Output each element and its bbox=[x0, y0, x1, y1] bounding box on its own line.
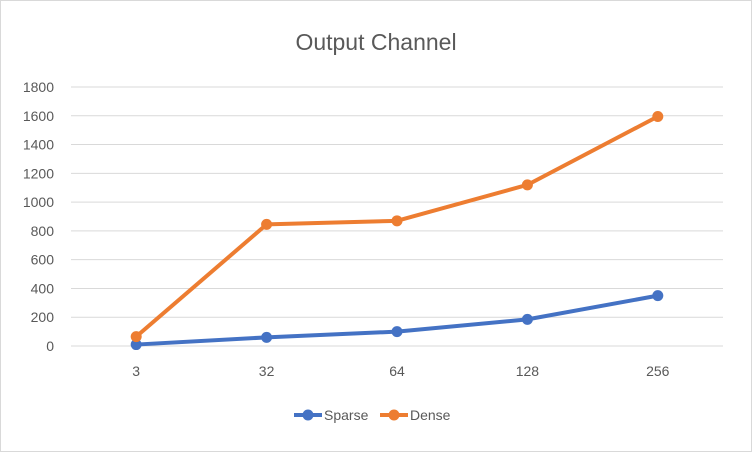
y-tick-label: 0 bbox=[46, 338, 54, 354]
legend-item-sparse: Sparse bbox=[294, 407, 369, 423]
data-point bbox=[521, 179, 533, 191]
series-group bbox=[130, 110, 664, 351]
gridlines bbox=[71, 86, 723, 347]
legend-label: Dense bbox=[410, 407, 451, 423]
x-tick-label: 256 bbox=[646, 363, 670, 379]
x-tick-label: 128 bbox=[516, 363, 540, 379]
data-point bbox=[261, 218, 273, 230]
data-point bbox=[652, 290, 664, 302]
y-tick-label: 1800 bbox=[23, 79, 54, 95]
chart-title: Output Channel bbox=[295, 29, 456, 55]
legend-label: Sparse bbox=[324, 407, 369, 423]
legend-point-marker bbox=[388, 409, 400, 421]
data-point bbox=[391, 326, 403, 338]
x-tick-label: 64 bbox=[389, 363, 405, 379]
series-sparse bbox=[130, 290, 664, 351]
data-point bbox=[652, 110, 664, 122]
series-line bbox=[134, 114, 660, 339]
y-tick-label: 600 bbox=[31, 252, 55, 268]
y-tick-label: 1600 bbox=[23, 108, 54, 124]
x-tick-label: 3 bbox=[132, 363, 140, 379]
y-tick-label: 1400 bbox=[23, 137, 54, 153]
series-dense bbox=[130, 110, 664, 343]
data-point bbox=[391, 215, 403, 227]
y-tick-label: 1200 bbox=[23, 165, 54, 181]
data-point bbox=[521, 313, 533, 325]
y-tick-label: 1000 bbox=[23, 194, 54, 210]
y-tick-label: 200 bbox=[31, 309, 55, 325]
data-point bbox=[130, 331, 142, 343]
data-point bbox=[130, 339, 142, 351]
y-axis-ticks: 0 200 400 600 800 1000 1200 1400 1600 1800 bbox=[23, 79, 54, 354]
series-line bbox=[134, 293, 660, 347]
legend-item-dense: Dense bbox=[380, 407, 451, 423]
data-point bbox=[261, 331, 273, 343]
legend: Sparse Dense bbox=[294, 407, 451, 423]
legend-point-marker bbox=[302, 409, 314, 421]
x-tick-label: 32 bbox=[259, 363, 275, 379]
y-tick-label: 800 bbox=[31, 223, 55, 239]
y-tick-label: 400 bbox=[31, 280, 55, 296]
x-axis-ticks: 3 32 64 128 256 bbox=[132, 363, 669, 379]
